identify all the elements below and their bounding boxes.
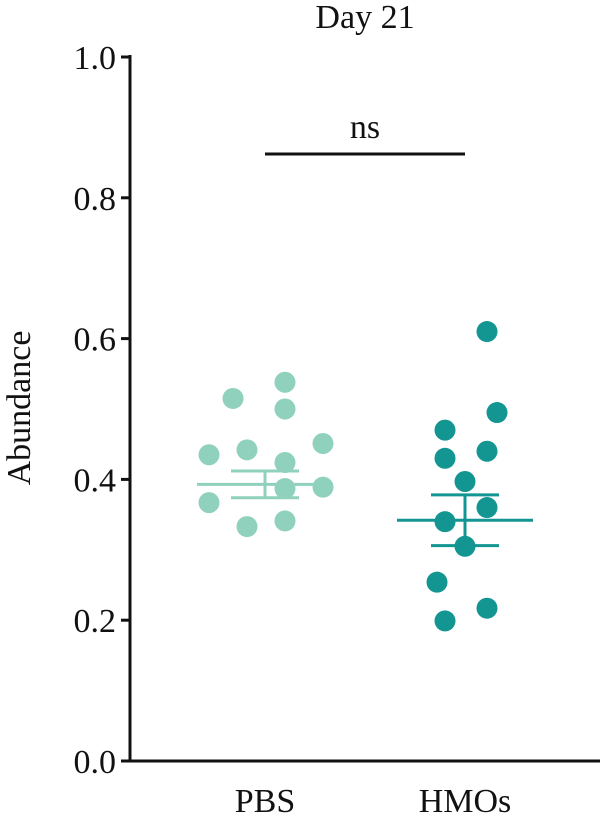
data-point (274, 478, 296, 500)
data-point (426, 571, 448, 593)
chart-title: Day 21 (315, 0, 414, 36)
data-point (486, 402, 508, 424)
data-point (198, 492, 220, 514)
mean-sem-bars (197, 469, 533, 548)
y-tick-label: 0.2 (74, 603, 117, 640)
data-points (198, 321, 508, 632)
data-point (476, 497, 498, 519)
data-point (476, 597, 498, 619)
data-point (434, 610, 456, 632)
data-point (312, 476, 334, 498)
data-point (434, 419, 456, 441)
y-axis-label: Abundance (1, 331, 38, 486)
data-point (236, 516, 258, 538)
data-point (198, 444, 220, 466)
data-point (476, 321, 498, 343)
x-axis: PBS HMOs (129, 759, 600, 819)
data-point (476, 440, 498, 462)
significance-annotation: ns (265, 109, 465, 156)
data-point (434, 447, 456, 469)
y-tick-label: 0.4 (74, 462, 117, 499)
x-tick-label: HMOs (419, 783, 512, 819)
y-tick-label: 0.6 (74, 322, 117, 359)
y-tick-label: 0.8 (74, 181, 117, 218)
y-tick-label: 0.0 (74, 744, 117, 781)
data-point (312, 432, 334, 454)
y-axis: 0.0 0.2 0.4 0.6 0.8 1.0 (74, 40, 132, 781)
data-point (274, 510, 296, 532)
data-point (274, 371, 296, 393)
y-tick-label: 1.0 (74, 40, 117, 77)
data-point (236, 439, 258, 461)
x-tick-label: PBS (235, 783, 296, 819)
data-point (454, 471, 476, 493)
data-point (222, 387, 244, 409)
data-point (274, 452, 296, 474)
data-point (274, 398, 296, 420)
significance-label: ns (350, 109, 380, 146)
